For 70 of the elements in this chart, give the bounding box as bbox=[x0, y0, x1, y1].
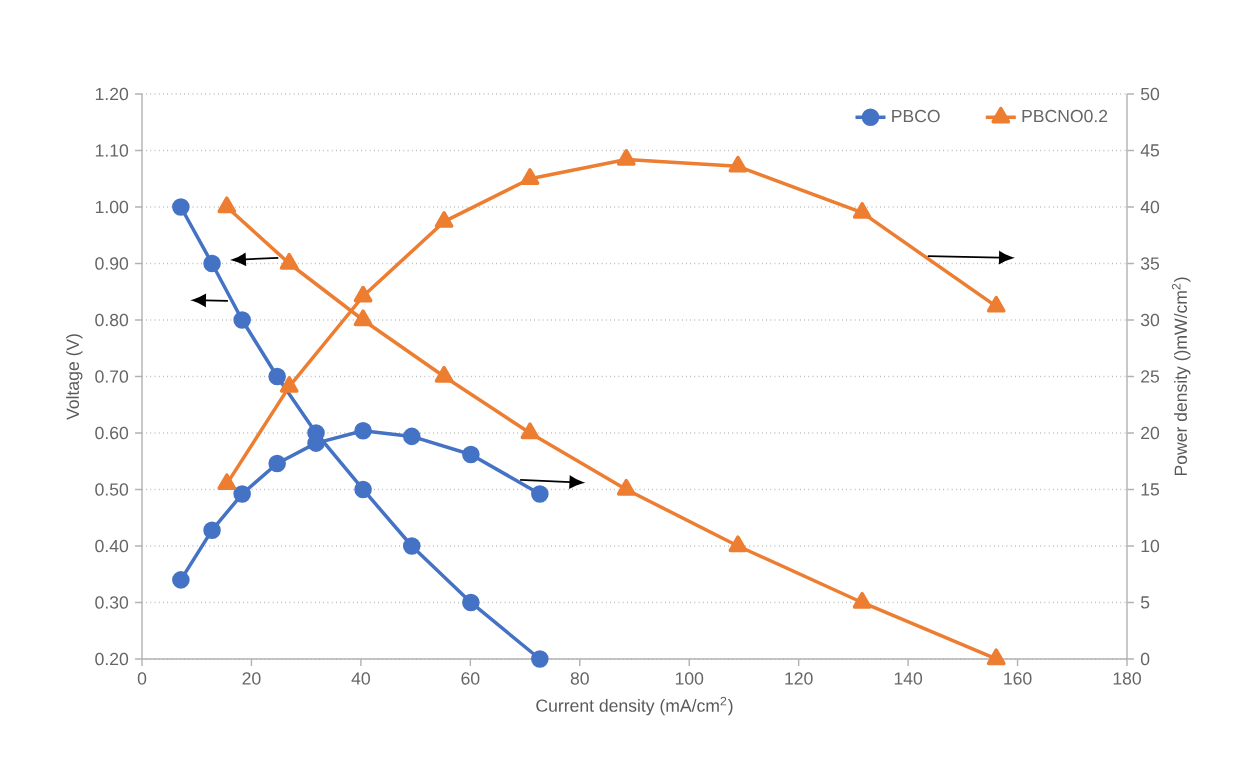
point bbox=[233, 311, 251, 329]
point bbox=[353, 309, 373, 327]
point bbox=[354, 480, 372, 499]
point bbox=[986, 648, 1006, 666]
y-tick-label: 1.20 bbox=[95, 87, 129, 101]
point bbox=[520, 168, 540, 185]
point bbox=[203, 254, 221, 273]
y-tick-label: 0.90 bbox=[95, 257, 129, 270]
point bbox=[531, 650, 549, 668]
x-axis-title: Current density (mA/cm$^{2}$) bbox=[536, 696, 733, 716]
point bbox=[353, 285, 373, 303]
point bbox=[354, 421, 372, 440]
point bbox=[986, 295, 1006, 313]
y-tick-label: 0.40 bbox=[95, 539, 129, 553]
y2-axis-title: Power density ()mW/cm$^{2}$) bbox=[1171, 277, 1191, 476]
x-tick-label: 180 bbox=[1113, 672, 1141, 685]
y2-tick-label: 0 bbox=[1140, 652, 1150, 666]
point bbox=[279, 376, 299, 393]
y2-tick-label: 30 bbox=[1140, 313, 1160, 327]
point bbox=[217, 196, 237, 214]
point bbox=[462, 593, 480, 612]
y2-tick-label: 5 bbox=[1140, 596, 1150, 609]
point bbox=[852, 202, 872, 219]
point bbox=[616, 478, 636, 496]
y2-tick-label: 35 bbox=[1140, 257, 1160, 270]
point bbox=[233, 485, 251, 503]
x-tick-label: 160 bbox=[1004, 672, 1032, 685]
point bbox=[268, 454, 286, 473]
y-tick-label: 0.50 bbox=[95, 483, 129, 496]
point bbox=[852, 591, 872, 609]
point bbox=[728, 155, 748, 173]
y2-tick-label: 25 bbox=[1141, 370, 1160, 383]
x-tick-label: 120 bbox=[785, 672, 813, 685]
y2-tick-label: 20 bbox=[1141, 426, 1160, 440]
point bbox=[434, 211, 454, 228]
point bbox=[462, 445, 480, 464]
y2-tick-label: 50 bbox=[1140, 87, 1160, 101]
y2-tick-label: 10 bbox=[1141, 539, 1160, 553]
y-tick-label: 0.70 bbox=[95, 370, 129, 383]
point bbox=[728, 535, 748, 553]
point bbox=[279, 252, 299, 270]
x-tick-label: 0 bbox=[137, 672, 147, 685]
y-tick-label: 1.10 bbox=[95, 144, 129, 157]
y2-tick-label: 40 bbox=[1140, 200, 1160, 214]
point bbox=[434, 365, 454, 383]
x-tick-label: 140 bbox=[894, 672, 923, 685]
y-tick-label: 0.20 bbox=[95, 652, 129, 666]
point bbox=[520, 422, 540, 440]
point bbox=[531, 485, 549, 503]
legend-label: PBCO bbox=[892, 109, 940, 123]
y2-tick-label: 45 bbox=[1140, 144, 1160, 157]
point bbox=[172, 571, 190, 589]
point bbox=[402, 537, 421, 555]
x-tick-label: 80 bbox=[570, 672, 589, 685]
y-tick-label: 0.30 bbox=[95, 596, 129, 609]
x-tick-label: 40 bbox=[351, 672, 370, 685]
y-tick-label: 0.80 bbox=[95, 313, 129, 327]
point bbox=[403, 427, 421, 446]
legend-label: PBCNO0.2 bbox=[1022, 109, 1108, 123]
point bbox=[172, 198, 190, 216]
y-tick-label: 1.00 bbox=[95, 200, 129, 214]
point bbox=[268, 367, 286, 386]
x-tick-label: 60 bbox=[461, 672, 480, 685]
y-axis-title: Voltage (V) bbox=[66, 334, 83, 420]
point bbox=[616, 148, 636, 166]
y2-tick-label: 15 bbox=[1141, 483, 1160, 496]
point bbox=[203, 521, 221, 539]
x-tick-label: 20 bbox=[242, 672, 261, 685]
y-tick-label: 0.60 bbox=[95, 426, 129, 440]
x-tick-label: 100 bbox=[675, 672, 704, 685]
